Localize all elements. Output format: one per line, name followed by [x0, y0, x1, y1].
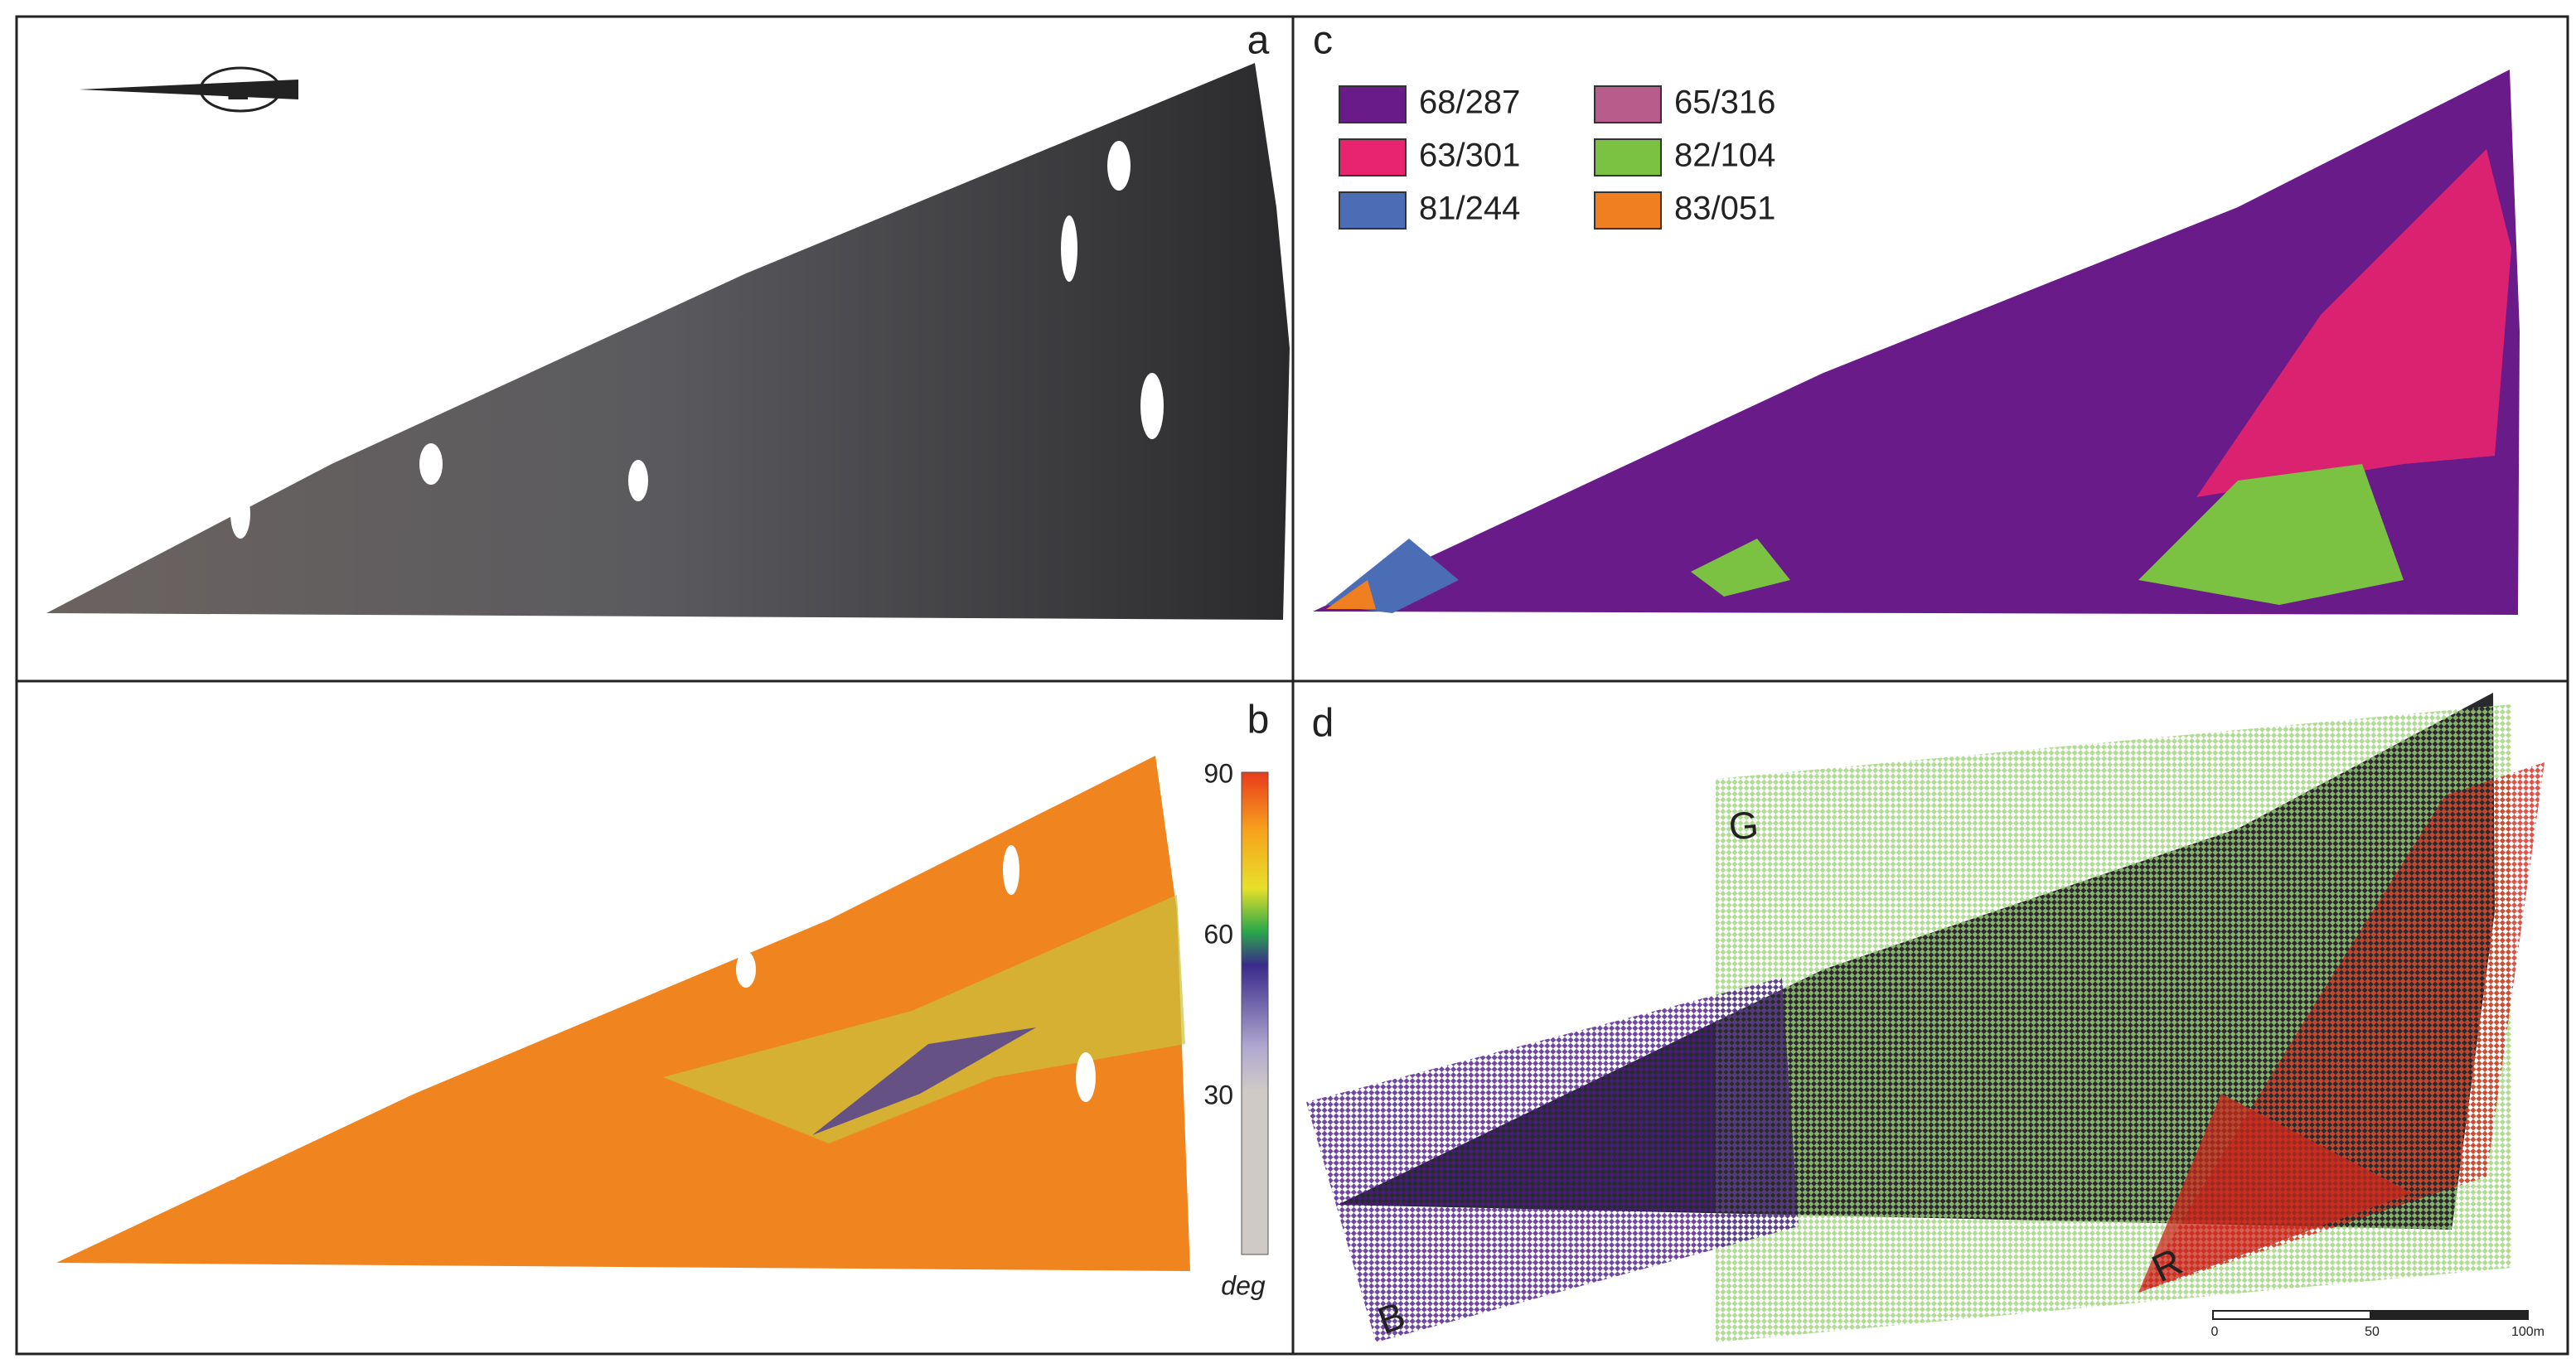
legend-label: 63/301	[1419, 138, 1520, 174]
gaps	[222, 845, 1096, 1180]
panel-b: b 90 60 30 deg	[56, 699, 1270, 1300]
legend-label: 83/051	[1674, 191, 1775, 227]
legend-label: 65/316	[1674, 85, 1775, 121]
colorbar	[1241, 771, 1269, 1255]
cluster-zone	[1691, 539, 1790, 597]
region-label: G	[1727, 803, 1760, 848]
legend-label: 81/244	[1419, 191, 1520, 227]
overlay-b	[1306, 978, 1799, 1342]
dip-zone	[812, 1027, 1036, 1135]
colorbar-tick-label: 30	[1203, 1080, 1233, 1109]
legend-swatch	[1339, 191, 1407, 230]
legend-label: 82/104	[1674, 138, 1775, 174]
legend-swatch	[1594, 85, 1662, 123]
overlay-r	[2138, 1094, 2412, 1293]
dip-zone	[663, 895, 1185, 1143]
cluster-zone	[2196, 149, 2511, 497]
legend-swatch	[1594, 138, 1662, 176]
rock-surface	[46, 63, 1290, 620]
panel-c: c 68/287 65/316 63/301 82/104 81/244 83/051	[1313, 19, 2520, 615]
scale-label: 50	[2365, 1325, 2380, 1339]
panel-label: c	[1313, 19, 1333, 63]
dip-map	[56, 756, 1190, 1271]
compass-label: N	[223, 81, 254, 102]
cluster-zone	[1326, 580, 1376, 609]
panel-label: b	[1247, 699, 1270, 742]
panel-d: d GBR 0 50 100m	[1306, 693, 2545, 1342]
legend-swatch	[1594, 191, 1662, 230]
gaps	[230, 141, 1164, 539]
scale-label: 100m	[2511, 1325, 2545, 1339]
scale-label: 0	[2211, 1325, 2219, 1339]
colorbar-unit: deg	[1221, 1270, 1266, 1300]
legend-swatch	[1339, 85, 1407, 123]
colorbar-tick-label: 60	[1203, 919, 1233, 949]
compass: N	[79, 66, 298, 113]
cluster-zone	[2138, 464, 2404, 605]
panel-a: N a	[46, 19, 1290, 620]
panel-label: d	[1312, 702, 1334, 746]
legend-swatch	[1339, 138, 1407, 176]
colorbar-tick-label: 90	[1203, 758, 1233, 788]
scale-bar	[2212, 1310, 2529, 1320]
panel-label: a	[1247, 19, 1270, 63]
legend-label: 68/287	[1419, 85, 1520, 121]
